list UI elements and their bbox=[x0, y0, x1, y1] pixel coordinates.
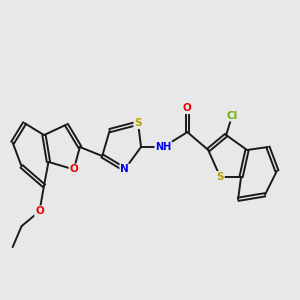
Text: S: S bbox=[216, 172, 224, 182]
Text: Cl: Cl bbox=[226, 111, 238, 121]
Text: N: N bbox=[120, 164, 129, 174]
Text: NH: NH bbox=[155, 142, 172, 152]
Text: O: O bbox=[70, 164, 78, 174]
Text: S: S bbox=[134, 118, 142, 128]
Text: O: O bbox=[183, 103, 192, 113]
Text: O: O bbox=[35, 206, 44, 216]
